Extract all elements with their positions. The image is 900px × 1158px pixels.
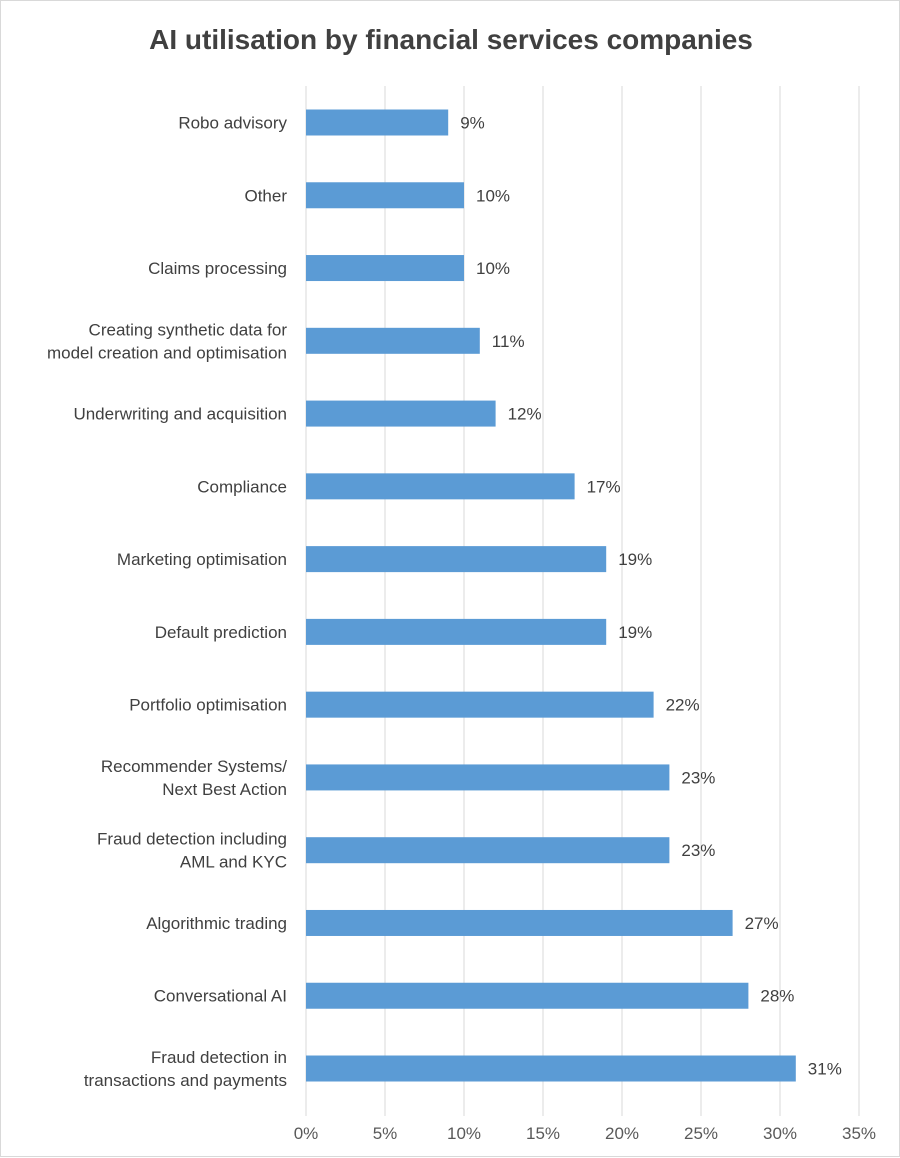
x-axis-ticks: 0% 5% 10% 15% 20% 25% 30% 35% [294,1124,876,1143]
category-label: Claims processing [148,259,287,278]
data-label: 27% [745,914,779,933]
bar [306,473,575,500]
category-label: Robo advisory [178,114,287,133]
category-labels: Robo advisory Other Claims processing Creat… [47,114,288,1091]
x-tick-label: 10% [447,1124,481,1143]
bar [306,109,449,136]
data-label: 10% [476,259,510,278]
x-tick-label: 35% [842,1124,876,1143]
category-label: Algorithmic trading [146,914,287,933]
data-label: 23% [681,841,715,860]
bar [306,546,607,573]
bar [306,327,480,354]
category-label: Underwriting and acquisition [73,405,287,424]
category-label: Compliance [197,477,287,496]
x-tick-label: 30% [763,1124,797,1143]
data-labels: 9% 10% 10% 11% 12% 17% 19% 19% 22% 23% 23% 27% 28% 31… [460,114,842,1079]
x-tick-label: 15% [526,1124,560,1143]
x-tick-label: 25% [684,1124,718,1143]
data-label: 19% [618,623,652,642]
data-label: 22% [666,696,700,715]
bars [306,109,796,1082]
bar [306,182,464,209]
data-label: 12% [508,405,542,424]
category-label: Default prediction [155,623,287,642]
x-tick-label: 20% [605,1124,639,1143]
bar [306,982,749,1009]
bar [306,618,607,645]
category-label: Fraud detection including AML and KYC [97,830,287,872]
category-label: Marketing optimisation [117,550,287,569]
data-label: 11% [492,332,525,351]
bar [306,909,733,936]
x-tick-label: 0% [294,1124,319,1143]
bar [306,255,464,282]
data-label: 19% [618,550,652,569]
category-label: Other [244,186,287,205]
category-label: Recommender Systems/Next Best Action [101,757,287,799]
category-label: Creating synthetic data for model creatio… [47,320,287,362]
category-label: Conversational AI [154,987,287,1006]
data-label: 10% [476,186,510,205]
category-label: Fraud detection in transactions and payme… [84,1048,287,1090]
data-label: 31% [808,1060,842,1079]
x-tick-label: 5% [373,1124,398,1143]
bar [306,691,654,718]
data-label: 23% [681,768,715,787]
bar [306,764,670,791]
bar [306,837,670,864]
data-label: 9% [460,114,485,133]
category-label: Portfolio optimisation [129,696,287,715]
bar [306,400,496,427]
data-label: 17% [587,477,621,496]
data-label: 28% [760,987,794,1006]
chart-title: AI utilisation by financial services com… [149,24,753,55]
gridlines [305,86,860,1116]
bar [306,1055,796,1082]
